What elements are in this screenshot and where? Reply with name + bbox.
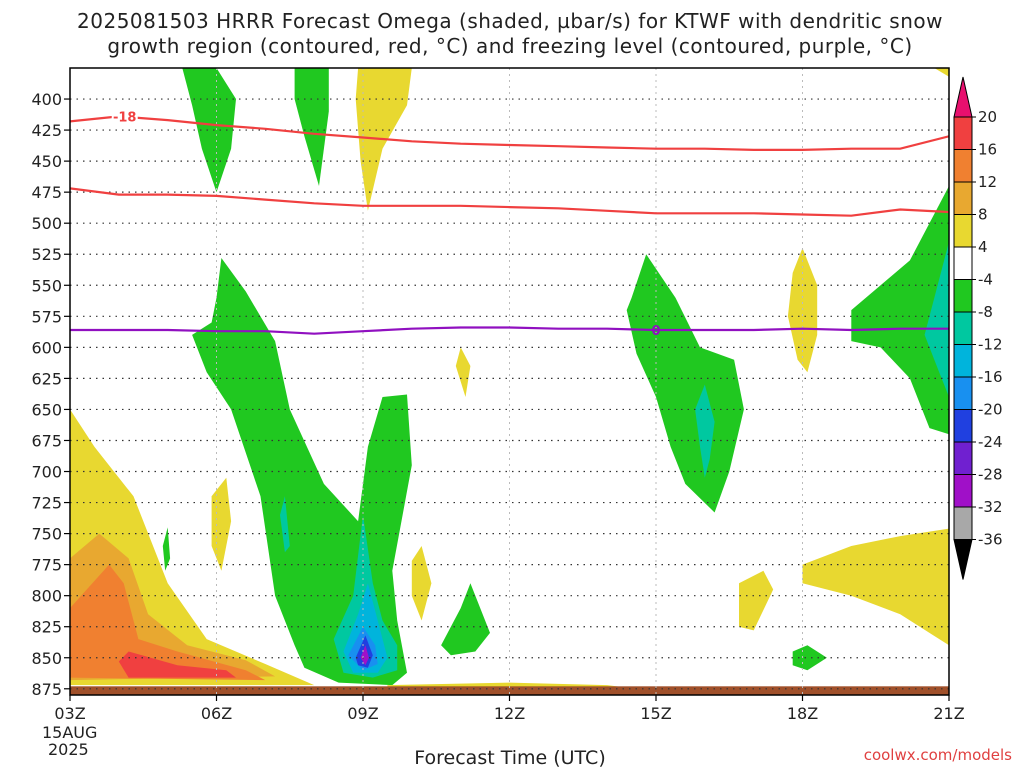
colorbar-arrow-bottom bbox=[953, 539, 973, 580]
colorbar-swatch-9 bbox=[953, 376, 973, 410]
colorbar-label-9: -20 bbox=[978, 401, 1003, 419]
x-axis: 03Z 06Z 09Z 12Z 15Z 18Z 21Z bbox=[54, 695, 965, 723]
y-tick-label-450: 450 bbox=[31, 152, 62, 171]
omega-region-3 bbox=[934, 68, 949, 77]
colorbar-label-12: -32 bbox=[978, 498, 1003, 516]
colorbar-swatch-13 bbox=[953, 506, 973, 540]
colorbar-label-13: -36 bbox=[978, 531, 1003, 549]
omega-region-14 bbox=[695, 384, 715, 478]
omega-region-13 bbox=[626, 254, 744, 513]
colorbar-swatch-7 bbox=[953, 311, 973, 345]
omega-region-11 bbox=[411, 546, 432, 621]
colorbar-label-6: -8 bbox=[978, 303, 993, 321]
x-tick-label-21Z: 21Z bbox=[933, 704, 964, 723]
omega-shading bbox=[70, 68, 949, 690]
colorbar-label-1: 16 bbox=[978, 141, 997, 159]
colorbar-swatch-2 bbox=[953, 149, 973, 183]
x-date-line-1: 15AUG bbox=[42, 723, 97, 742]
colorbar-swatch-6 bbox=[953, 279, 973, 313]
contour-label-dgz: -18 bbox=[113, 110, 137, 125]
omega-region-15 bbox=[787, 248, 818, 373]
x-tick-label-12Z: 12Z bbox=[494, 704, 525, 723]
chart-title: 2025081503 HRRR Forecast Omega (shaded, … bbox=[77, 9, 943, 33]
y-tick-label-800: 800 bbox=[31, 587, 62, 606]
contour-dgz_lower bbox=[70, 187, 949, 217]
omega-region-10 bbox=[455, 347, 471, 397]
colorbar-label-11: -28 bbox=[978, 466, 1003, 484]
y-tick-label-750: 750 bbox=[31, 525, 62, 544]
colorbar-label-4: 4 bbox=[978, 238, 988, 256]
colorbar-swatch-8 bbox=[953, 344, 973, 378]
omega-region-22 bbox=[162, 527, 171, 571]
y-tick-label-525: 525 bbox=[31, 245, 62, 264]
y-tick-label-850: 850 bbox=[31, 649, 62, 668]
y-tick-label-400: 400 bbox=[31, 90, 62, 109]
y-tick-label-825: 825 bbox=[31, 618, 62, 637]
omega-region-17 bbox=[924, 241, 949, 397]
colorbar-swatch-4 bbox=[953, 214, 973, 248]
y-tick-label-600: 600 bbox=[31, 338, 62, 357]
x-tick-label-06Z: 06Z bbox=[201, 704, 232, 723]
colorbar-label-10: -24 bbox=[978, 433, 1003, 451]
y-tick-label-675: 675 bbox=[31, 431, 62, 450]
colorbar-swatch-12 bbox=[953, 474, 973, 508]
omega-region-12 bbox=[441, 583, 490, 656]
y-axis: 400 425 450 475 500 525 550 575 600 625 650 675 700 7… bbox=[31, 90, 70, 699]
colorbar-label-8: -16 bbox=[978, 368, 1003, 386]
y-tick-label-875: 875 bbox=[31, 680, 62, 699]
terrain-fill bbox=[70, 686, 949, 695]
y-tick-label-775: 775 bbox=[31, 556, 62, 575]
y-tick-label-700: 700 bbox=[31, 463, 62, 482]
omega-region-0 bbox=[182, 68, 236, 193]
colorbar-label-3: 8 bbox=[978, 206, 988, 224]
x-axis-title: Forecast Time (UTC) bbox=[414, 747, 605, 768]
omega-region-16 bbox=[851, 186, 949, 435]
omega-region-1 bbox=[294, 68, 329, 186]
y-tick-label-425: 425 bbox=[31, 121, 62, 140]
omega-region-20 bbox=[802, 528, 949, 646]
colorbar-label-0: 20 bbox=[978, 108, 997, 126]
x-tick-label-15Z: 15Z bbox=[640, 704, 671, 723]
colorbar-swatch-1 bbox=[953, 116, 973, 150]
contour-freezing_level bbox=[70, 326, 949, 335]
colorbar-arrow-top bbox=[953, 76, 973, 118]
grid-lines bbox=[70, 68, 949, 695]
colorbar-swatch-5 bbox=[953, 246, 973, 280]
contour-dgz_upper bbox=[70, 115, 949, 151]
y-tick-label-550: 550 bbox=[31, 276, 62, 295]
colorbar-label-7: -12 bbox=[978, 336, 1003, 354]
omega-region-19 bbox=[792, 645, 827, 671]
omega-region-9 bbox=[360, 645, 369, 666]
credit-text: coolwx.com/models bbox=[864, 746, 1012, 764]
colorbar-label-2: 12 bbox=[978, 173, 997, 191]
y-tick-label-500: 500 bbox=[31, 214, 62, 233]
colorbar-swatch-11 bbox=[953, 441, 973, 475]
y-tick-label-575: 575 bbox=[31, 307, 62, 326]
colorbar: 20 16 12 8 4 -4 -8 -12 -16 -20 -24 -28 -32 -36 bbox=[953, 76, 1003, 580]
colorbar-swatch-10 bbox=[953, 409, 973, 443]
colorbar-swatch-3 bbox=[953, 181, 973, 215]
terrain-band bbox=[70, 686, 949, 695]
colorbar-label-5: -4 bbox=[978, 271, 993, 289]
omega-region-26 bbox=[70, 564, 266, 681]
x-tick-label-09Z: 09Z bbox=[347, 704, 378, 723]
x-tick-label-18Z: 18Z bbox=[787, 704, 818, 723]
y-tick-label-725: 725 bbox=[31, 494, 62, 513]
omega-region-18 bbox=[739, 570, 774, 631]
x-date-line-2: 2025 bbox=[48, 740, 89, 759]
chart-subtitle: growth region (contoured, red, °C) and f… bbox=[107, 34, 912, 58]
x-tick-label-03Z: 03Z bbox=[54, 704, 85, 723]
y-tick-label-650: 650 bbox=[31, 400, 62, 419]
contour-lines: -18 0 bbox=[70, 108, 949, 339]
contour-label-freezing: 0 bbox=[651, 324, 660, 339]
y-tick-label-625: 625 bbox=[31, 369, 62, 388]
y-tick-label-475: 475 bbox=[31, 183, 62, 202]
contour-label-bg-dgz bbox=[111, 108, 138, 125]
omega-region-23 bbox=[280, 496, 290, 553]
